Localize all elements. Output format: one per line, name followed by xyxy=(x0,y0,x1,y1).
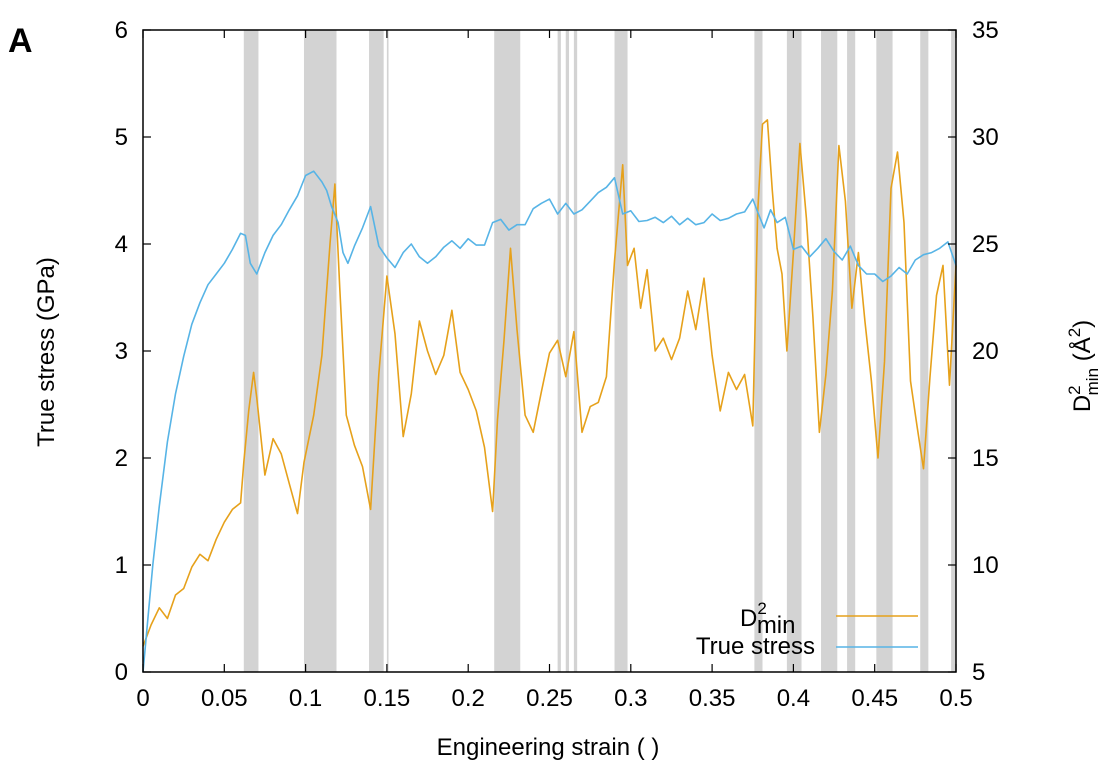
y-left-tick-label-2: 2 xyxy=(115,445,128,472)
x-axis-label: Engineering strain ( ) xyxy=(437,734,660,761)
series-line-true-stress xyxy=(142,170,957,673)
shaded-region-14 xyxy=(920,30,929,672)
series-line-d2min xyxy=(142,119,957,647)
y-right-label-base: D xyxy=(1069,395,1096,412)
x-tick-label-3: 0.15 xyxy=(364,685,411,712)
y-right-tick-label-3: 20 xyxy=(972,338,999,365)
shaded-region-9 xyxy=(754,30,763,672)
series-layer xyxy=(142,119,957,673)
y-right-tick-label-4: 25 xyxy=(972,231,999,258)
x-tick-label-9: 0.45 xyxy=(851,685,898,712)
x-tick-label-10: 0.5 xyxy=(939,685,972,712)
y-right-tick-label-5: 30 xyxy=(972,124,999,151)
y-right-label-unit: (Å xyxy=(1068,337,1096,368)
y-left-tick-label-3: 3 xyxy=(115,338,128,365)
x-tick-label-0: 0 xyxy=(136,685,149,712)
y-right-label-sup: 2 xyxy=(1065,385,1084,394)
y-right-label-unit-close: ) xyxy=(1069,320,1096,328)
legend-d2min-sup: 2 xyxy=(757,599,766,618)
legend: D2 min True stress xyxy=(696,599,918,660)
y-right-axis-label: D2min (Å2) xyxy=(1065,320,1102,412)
shaded-region-1 xyxy=(303,30,337,672)
legend-d2min-sub: min xyxy=(757,612,796,639)
y-left-tick-labels: 0 1 2 3 4 5 6 xyxy=(115,17,128,686)
y-left-tick-label-4: 4 xyxy=(115,231,128,258)
legend-d2min-base: D xyxy=(740,605,757,632)
y-left-tick-label-0: 0 xyxy=(115,659,128,686)
y-right-tick-label-0: 5 xyxy=(972,659,985,686)
shaded-region-2 xyxy=(369,30,384,672)
shaded-region-11 xyxy=(821,30,838,672)
y-right-label-sub: min xyxy=(1083,368,1102,395)
y-left-tick-label-1: 1 xyxy=(115,552,128,579)
y-right-tick-label-2: 15 xyxy=(972,445,999,472)
shaded-regions xyxy=(243,30,956,672)
x-tick-labels: 0 0.05 0.1 0.15 0.2 0.25 0.3 0.35 0.4 0.45 0.5 xyxy=(136,685,972,712)
x-tick-label-8: 0.4 xyxy=(777,685,810,712)
shaded-region-0 xyxy=(243,30,259,672)
shaded-region-10 xyxy=(786,30,802,672)
y-left-axis-label: True stress (GPa) xyxy=(33,257,60,447)
shaded-region-3 xyxy=(386,30,389,672)
shaded-region-6 xyxy=(565,30,570,672)
x-tick-label-1: 0.05 xyxy=(201,685,248,712)
x-tick-label-5: 0.25 xyxy=(526,685,573,712)
shaded-region-4 xyxy=(494,30,521,672)
axis-ticks xyxy=(142,29,957,673)
x-tick-label-7: 0.35 xyxy=(689,685,736,712)
y-left-tick-label-6: 6 xyxy=(115,17,128,44)
legend-label-true-stress: True stress xyxy=(696,633,815,660)
y-right-label-unit-sup: 2 xyxy=(1065,328,1084,337)
panel-label: A xyxy=(8,22,33,60)
shaded-region-8 xyxy=(614,30,628,672)
y-right-tick-label-6: 35 xyxy=(972,17,999,44)
x-tick-label-2: 0.1 xyxy=(289,685,322,712)
y-right-tick-label-1: 10 xyxy=(972,552,999,579)
y-left-tick-label-5: 5 xyxy=(115,124,128,151)
y-right-tick-labels: 5 10 15 20 25 30 35 xyxy=(972,17,999,686)
x-tick-label-4: 0.2 xyxy=(452,685,485,712)
shaded-region-12 xyxy=(847,30,856,672)
legend-label-d2min: D2 min xyxy=(740,599,795,639)
x-tick-label-6: 0.3 xyxy=(614,685,647,712)
